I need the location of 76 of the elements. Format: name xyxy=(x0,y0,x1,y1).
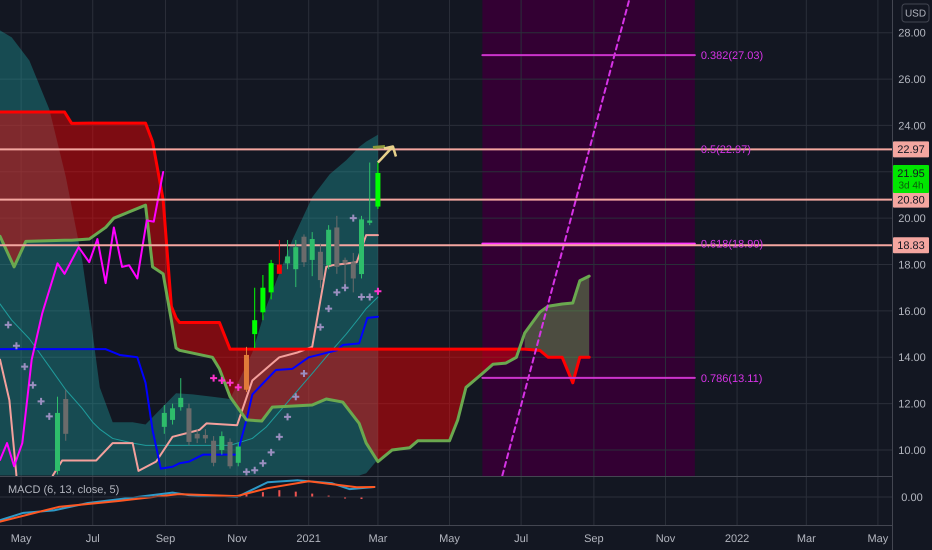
y-tick-label: 28.00 xyxy=(898,28,926,40)
y-axis-title: USD xyxy=(904,8,926,20)
x-tick-label: Sep xyxy=(584,532,604,545)
point xyxy=(28,380,38,390)
x-tick-label: Sep xyxy=(156,532,176,545)
y-tick-label: 26.00 xyxy=(898,74,926,86)
x-tick-label: Mar xyxy=(796,532,816,545)
text: 21.95 xyxy=(897,168,925,180)
candlestick xyxy=(293,239,298,288)
bar xyxy=(294,492,297,498)
point xyxy=(234,382,243,392)
candlestick xyxy=(350,252,356,293)
point xyxy=(36,396,46,406)
candlestick xyxy=(367,162,372,226)
y-tick-label: 18.00 xyxy=(898,259,926,272)
point xyxy=(20,362,30,372)
candlestick xyxy=(219,430,224,456)
x-tick-label: May xyxy=(868,532,889,545)
point xyxy=(209,374,218,383)
candlestick xyxy=(202,428,208,444)
y-tick-label: 14.00 xyxy=(898,352,926,364)
chart-title: MACD (6, 13, close, 5) xyxy=(8,484,120,496)
candlestick xyxy=(285,239,290,270)
line-series xyxy=(0,171,164,468)
point xyxy=(283,412,292,422)
y-tick-label: 16.00 xyxy=(898,306,926,318)
point xyxy=(258,458,268,468)
candlestick xyxy=(276,239,282,274)
point xyxy=(250,466,260,475)
point xyxy=(340,283,350,292)
point xyxy=(242,467,251,476)
y-tick-label: 24.00 xyxy=(898,120,926,132)
x-tick-label: 2022 xyxy=(724,532,750,545)
point xyxy=(324,304,334,314)
x-tick-label: Jul xyxy=(86,532,100,545)
candlestick xyxy=(162,404,167,434)
x-tick-label: 2021 xyxy=(296,532,321,545)
candlestick xyxy=(310,232,315,277)
point xyxy=(266,448,276,457)
line-series xyxy=(0,204,591,464)
candlestick xyxy=(170,403,176,426)
annotation: 0.786(13.11) xyxy=(700,372,762,385)
point xyxy=(291,392,300,402)
ref-line-label: 0.00 xyxy=(901,492,923,504)
bar xyxy=(278,490,280,498)
line-series xyxy=(0,316,379,470)
text: 3d 4h xyxy=(898,180,924,192)
point xyxy=(4,320,13,330)
candlestick xyxy=(236,442,241,467)
candlestick xyxy=(252,287,258,349)
point xyxy=(373,286,382,296)
y-tick-label: 12.00 xyxy=(898,398,926,411)
ref-line-label: 22.97 xyxy=(897,144,925,156)
point xyxy=(316,322,325,332)
candlestick xyxy=(194,428,200,444)
x-tick-label: Nov xyxy=(656,532,676,545)
x-tick-label: Nov xyxy=(227,532,248,545)
x-tick-label: May xyxy=(10,532,32,545)
x-tick-label: Mar xyxy=(368,532,388,545)
candlestick xyxy=(211,436,216,467)
y-tick-label: 10.00 xyxy=(898,444,926,457)
x-tick-label: Jul xyxy=(514,532,528,545)
point xyxy=(44,412,54,421)
point xyxy=(12,341,21,350)
point xyxy=(332,288,342,297)
y-tick-label: 20.00 xyxy=(898,213,926,226)
point xyxy=(348,214,358,223)
candlestick xyxy=(178,378,184,412)
x-tick-label: May xyxy=(439,532,460,545)
point xyxy=(274,432,284,442)
annotation: 0.382(27.03) xyxy=(700,50,764,62)
bar xyxy=(262,492,264,498)
ref-line-label: 20.80 xyxy=(897,194,925,206)
line-series xyxy=(0,110,591,384)
point xyxy=(226,378,235,388)
ref-line-label: 18.83 xyxy=(897,240,925,252)
